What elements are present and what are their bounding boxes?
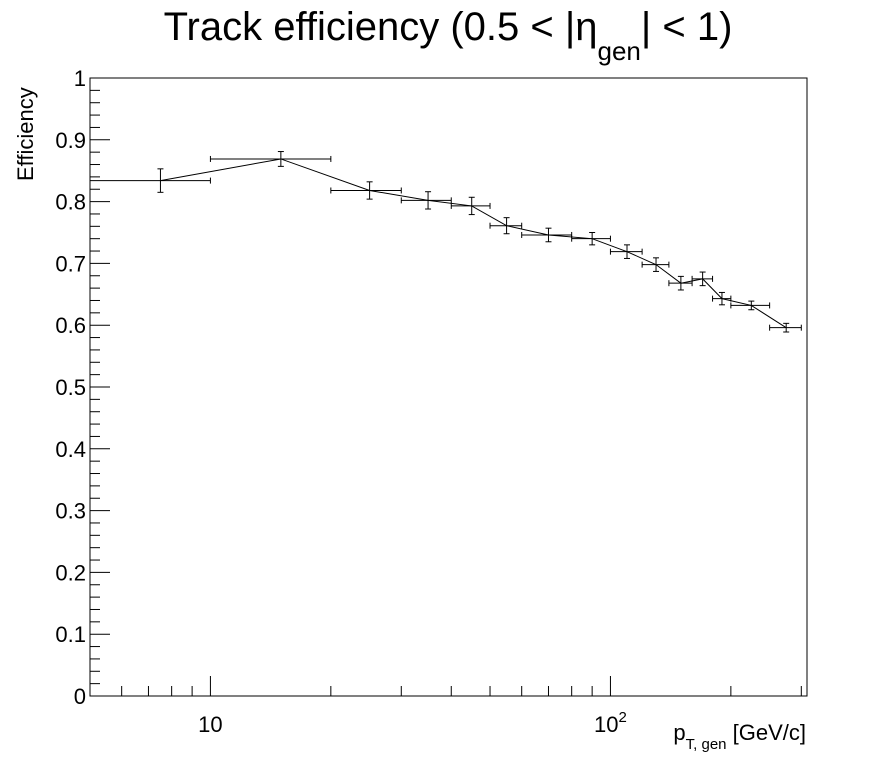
y-tick-label: 0.9 bbox=[55, 128, 86, 153]
data-point bbox=[89, 168, 211, 193]
chart-title: Track efficiency (0.5 < |ηgen| < 1) bbox=[164, 5, 733, 66]
data-point bbox=[489, 217, 523, 235]
y-tick-label: 0.6 bbox=[55, 313, 86, 338]
y-tick-label: 1 bbox=[74, 66, 86, 91]
x-axis-title-tail: [GeV/c] bbox=[727, 720, 806, 745]
y-axis-title: Efficiency bbox=[13, 87, 38, 181]
y-axis: 0 0.1 0.2 0.3 0.4 0.5 0.6 0.7 0.8 0.9 1 bbox=[55, 66, 110, 709]
x-tick-label: 102 bbox=[594, 709, 627, 737]
data-point bbox=[571, 232, 611, 246]
y-tick-label: 0.8 bbox=[55, 190, 86, 215]
data-point bbox=[769, 322, 802, 333]
data-point bbox=[668, 275, 693, 291]
data-point bbox=[330, 181, 402, 200]
data-point bbox=[712, 291, 732, 306]
x-axis-title-main: p bbox=[673, 720, 685, 745]
chart-title-main: Track efficiency (0.5 < | bbox=[164, 5, 576, 49]
y-tick-label: 0.5 bbox=[55, 375, 86, 400]
data-point bbox=[691, 271, 714, 287]
y-tick-label: 0.7 bbox=[55, 251, 86, 276]
chart-title-tail: | < 1) bbox=[641, 5, 733, 49]
y-tick-label: 0.1 bbox=[55, 622, 86, 647]
x-axis-title-subscript: T, gen bbox=[686, 736, 727, 753]
y-tick-label: 0.4 bbox=[55, 437, 86, 462]
data-series bbox=[89, 151, 802, 333]
y-tick-label: 0.3 bbox=[55, 499, 86, 524]
data-point bbox=[609, 244, 643, 259]
y-tick-label: 0 bbox=[74, 684, 86, 709]
x-axis: 10 102 bbox=[121, 676, 802, 737]
data-point bbox=[209, 151, 332, 167]
data-point bbox=[400, 191, 452, 210]
y-tick-label: 0.2 bbox=[55, 560, 86, 585]
chart-title-symbol: η bbox=[575, 5, 597, 49]
data-point bbox=[450, 196, 491, 216]
data-point bbox=[521, 227, 573, 243]
data-point bbox=[730, 300, 771, 311]
chart-title-subscript: gen bbox=[597, 36, 640, 66]
data-point bbox=[641, 257, 670, 272]
x-axis-title: pT, gen [GeV/c] bbox=[673, 720, 806, 753]
x-tick-label: 10 bbox=[198, 712, 222, 737]
